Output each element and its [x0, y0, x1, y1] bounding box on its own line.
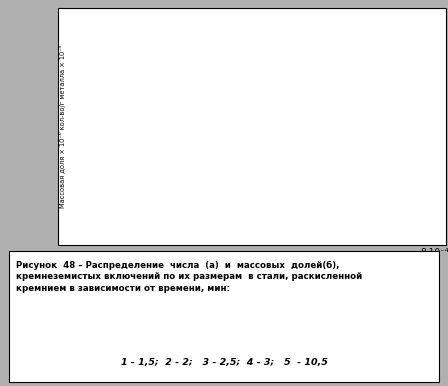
- Text: 5: 5: [419, 117, 425, 127]
- Text: 1: 1: [116, 171, 122, 180]
- Text: 5: 5: [116, 151, 122, 160]
- Text: 8·10⁻⁴: 8·10⁻⁴: [420, 248, 448, 257]
- Text: 4: 4: [116, 187, 122, 196]
- Text: 2: 2: [116, 176, 122, 185]
- Text: 1: 1: [419, 85, 425, 94]
- Text: 2: 2: [419, 87, 425, 96]
- Text: Б: Б: [110, 142, 118, 154]
- Text: 4: 4: [419, 95, 425, 104]
- Text: 1 - 1,5;  2 - 2;   3 - 2,5;  4 - 3;   5  - 10,5: 1 - 1,5; 2 - 2; 3 - 2,5; 4 - 3; 5 - 10,5: [121, 358, 327, 367]
- Text: A: A: [110, 19, 118, 32]
- Text: 3: 3: [419, 90, 425, 99]
- Text: Рисунок  48 – Распределение  числа  (а)  и  массовых  долей(б),
кремнеземистых в: Рисунок 48 – Распределение числа (а) и м…: [16, 261, 362, 293]
- Text: 3: 3: [116, 183, 122, 191]
- Text: Радиус Н.В.: Радиус Н.В.: [220, 257, 292, 267]
- Text: Массовая доля × 10⁻⁶ кол-во/г металла × 10⁻⁵: Массовая доля × 10⁻⁶ кол-во/г металла × …: [59, 45, 66, 208]
